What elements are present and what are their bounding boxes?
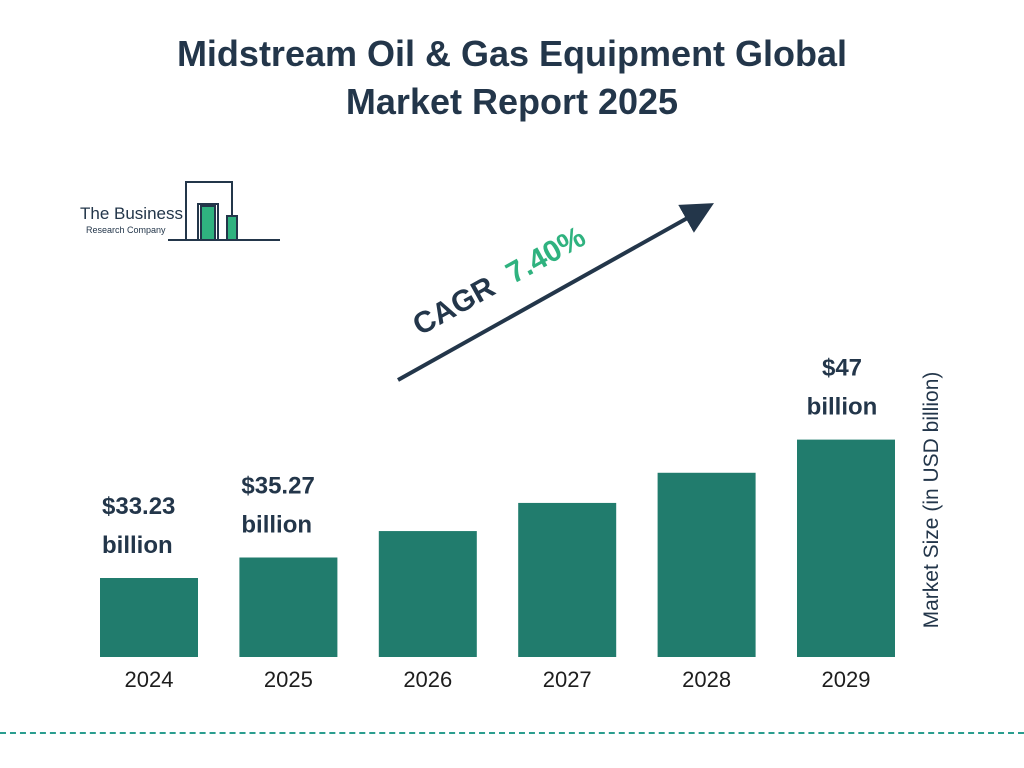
bar-2024 — [100, 578, 198, 657]
bar-2026 — [378, 531, 477, 657]
x-tick-label: 2027 — [543, 667, 592, 692]
chart-title-line1: Midstream Oil & Gas Equipment Global — [176, 33, 848, 74]
chart-title: Midstream Oil & Gas Equipment Global Mar… — [0, 30, 1024, 126]
bar-2028 — [657, 472, 756, 657]
company-logo: The Business Research Company — [78, 178, 288, 248]
x-tick-label: 2025 — [264, 667, 313, 692]
x-tick-label: 2024 — [125, 667, 174, 692]
chart-title-line2: Market Report 2025 — [345, 81, 679, 122]
y-axis-label: Market Size (in USD billion) — [920, 371, 943, 629]
data-label-2024: $33.23 billion — [102, 493, 175, 559]
growth-arrow — [397, 203, 714, 382]
bar-2027 — [518, 502, 617, 657]
logo-bars-icon — [168, 181, 280, 241]
data-label-2025: $35.27 billion — [241, 472, 314, 538]
x-tick-label: 2029 — [822, 667, 871, 692]
x-tick-label: 2026 — [403, 667, 452, 692]
bar-2025 — [239, 557, 338, 657]
logo-text-line1: The Business — [80, 204, 183, 223]
data-label-2029: $47 billion — [807, 355, 878, 421]
logo-text-line2: Research Company — [86, 225, 166, 235]
footer-divider — [0, 732, 1024, 734]
bar-2029 — [797, 439, 895, 657]
x-tick-label: 2028 — [682, 667, 731, 692]
